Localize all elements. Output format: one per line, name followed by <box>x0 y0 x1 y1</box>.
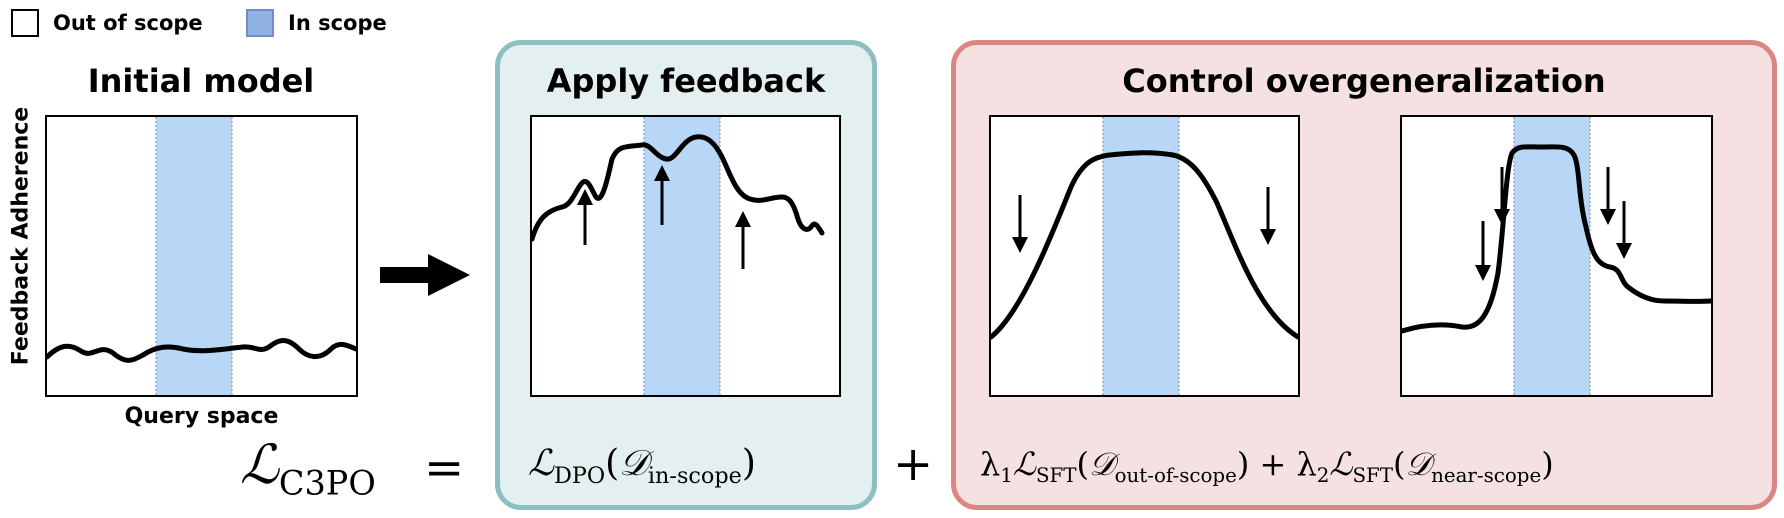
right-arrow-icon <box>378 252 472 302</box>
adherence-curve <box>47 338 356 363</box>
adherence-curve <box>532 134 825 242</box>
up-arrow-icon <box>654 165 670 225</box>
plus-sign: + <box>893 436 934 492</box>
sft-loss-terms: λ1ℒSFT(𝒟out-of-scope) + λ2ℒSFT(𝒟near-sco… <box>980 445 1554 487</box>
legend-label-in-scope: In scope <box>288 11 387 35</box>
down-arrow-icon <box>1600 167 1616 225</box>
legend-in-scope: In scope <box>246 9 387 37</box>
control-overgeneralization-title: Control overgeneralization <box>1122 62 1606 100</box>
down-arrow-icon <box>1494 167 1510 225</box>
equals-sign: = <box>424 440 465 496</box>
legend-out-of-scope: Out of scope <box>11 9 203 37</box>
x-axis-label: Query space <box>124 404 279 429</box>
legend-swatch-out-of-scope <box>11 9 39 37</box>
y-axis-label: Feedback Adherence <box>8 106 34 366</box>
in-scope-band <box>644 117 720 395</box>
dpo-loss-term: ℒDPO(𝒟in-scope) <box>528 443 756 489</box>
in-scope-band <box>156 117 232 395</box>
legend-swatch-in-scope <box>246 9 274 37</box>
adherence-curve <box>1402 144 1711 334</box>
out-of-scope-plot <box>989 115 1300 397</box>
apply-feedback-title: Apply feedback <box>546 62 826 100</box>
down-arrow-icon <box>1616 201 1632 259</box>
near-scope-plot <box>1400 115 1713 397</box>
legend-label-out-of-scope: Out of scope <box>53 11 203 35</box>
c3po-loss: ℒC3PO <box>240 433 376 503</box>
initial-model-title: Initial model <box>87 62 315 100</box>
down-arrow-icon <box>1260 187 1276 245</box>
up-arrow-icon <box>577 189 593 245</box>
in-scope-band <box>1514 117 1590 395</box>
adherence-curve <box>991 150 1298 340</box>
down-arrow-icon <box>1012 195 1028 253</box>
up-arrow-icon <box>735 211 751 269</box>
apply-feedback-plot <box>530 115 841 397</box>
in-scope-band <box>1103 117 1179 395</box>
down-arrow-icon <box>1475 221 1491 281</box>
initial-model-plot <box>45 115 358 397</box>
